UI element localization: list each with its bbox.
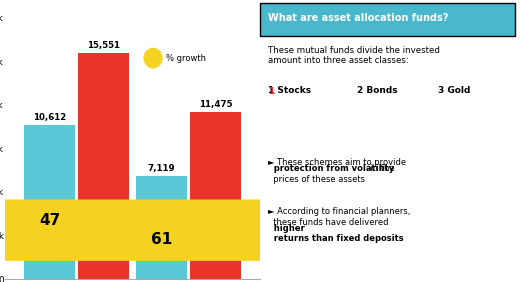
Bar <box>79 53 129 279</box>
Text: in the
  prices of these assets: in the prices of these assets <box>268 164 394 184</box>
Circle shape <box>0 200 520 241</box>
Bar <box>136 176 187 279</box>
Circle shape <box>144 49 162 68</box>
Text: protection from volatility: protection from volatility <box>268 164 394 173</box>
Text: 10,612: 10,612 <box>33 113 67 122</box>
Text: higher
  returns than fixed deposits: higher returns than fixed deposits <box>268 224 404 243</box>
Text: 15,551: 15,551 <box>87 41 121 50</box>
Text: 7,119: 7,119 <box>148 164 175 173</box>
Text: 11,475: 11,475 <box>199 100 232 109</box>
Text: 2 Bonds: 2 Bonds <box>357 86 397 95</box>
Bar <box>24 125 75 279</box>
Text: These mutual funds divide the invested
amount into three asset classes:: These mutual funds divide the invested a… <box>268 46 439 65</box>
Text: ► According to financial planners,
  these funds have delivered: ► According to financial planners, these… <box>268 207 410 227</box>
Text: 47: 47 <box>39 213 60 228</box>
Text: 1: 1 <box>268 87 274 96</box>
Text: What are asset allocation funds?: What are asset allocation funds? <box>268 13 448 23</box>
Bar <box>190 112 241 279</box>
FancyBboxPatch shape <box>260 3 515 36</box>
Circle shape <box>0 219 520 260</box>
Text: 61: 61 <box>151 232 172 247</box>
Text: ► These schemes aim to provide: ► These schemes aim to provide <box>268 158 406 177</box>
Text: % growth: % growth <box>166 54 206 63</box>
Text: 3 Gold: 3 Gold <box>438 86 471 95</box>
Text: 1 Stocks: 1 Stocks <box>268 86 311 95</box>
